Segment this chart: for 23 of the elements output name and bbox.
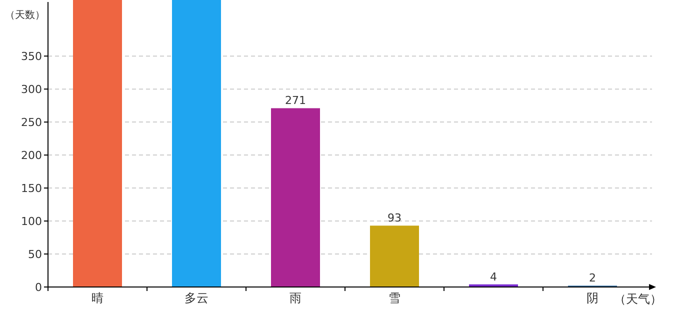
y-tick-label: 300: [21, 83, 42, 96]
data-label: 93: [388, 212, 402, 225]
y-tick-label: 250: [21, 116, 42, 130]
y-tick-label: 200: [21, 149, 42, 162]
y-tick-label: 0: [35, 281, 42, 294]
x-tick-label: 阴: [586, 291, 598, 305]
y-axis-title: （天数）: [5, 10, 45, 21]
data-label: 4: [490, 270, 497, 284]
y-tick-label: 100: [21, 215, 42, 228]
data-label: 2: [589, 272, 596, 285]
bar: [73, 0, 122, 287]
bar: [172, 0, 221, 287]
bar: [370, 226, 419, 287]
y-tick-label: 350: [21, 50, 42, 64]
y-tick-label: 50: [28, 248, 42, 262]
x-axis-title: （天气）: [614, 292, 662, 306]
x-tick-label: 雪: [388, 291, 400, 305]
x-tick-label: 雨: [290, 291, 302, 305]
x-tick-label: 多云: [184, 291, 208, 305]
bar: [271, 108, 320, 287]
y-tick-label: 150: [21, 182, 42, 196]
x-tick-label: 晴: [92, 291, 104, 305]
data-label: 271: [285, 94, 306, 108]
